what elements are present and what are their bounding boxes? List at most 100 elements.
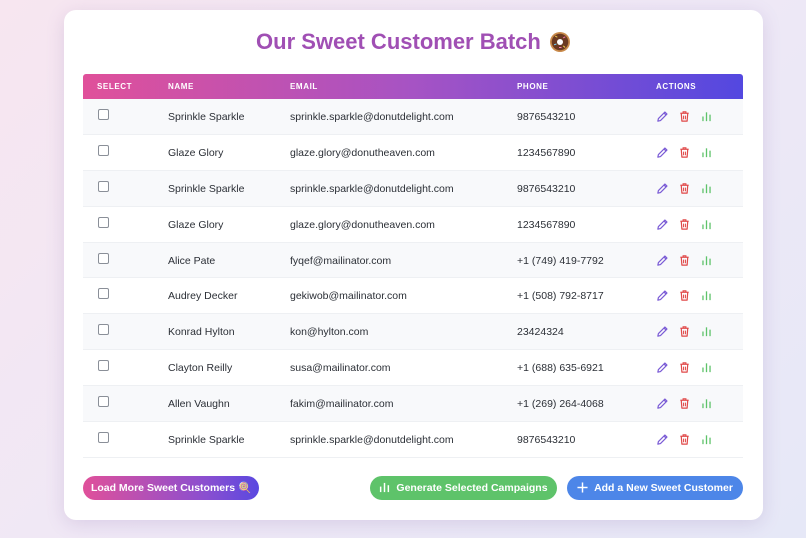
customer-email: susa@mailinator.com [290,362,391,375]
trash-icon[interactable] [678,289,691,302]
customer-card: Our Sweet Customer Batch SELECT NAME EMA… [64,10,763,520]
edit-icon[interactable] [656,397,669,410]
header-phone: PHONE [517,82,549,91]
table-header: SELECT NAME EMAIL PHONE ACTIONS [83,74,743,99]
customer-phone: +1 (269) 264-4068 [517,398,604,411]
header-actions: ACTIONS [656,82,697,91]
trash-icon[interactable] [678,146,691,159]
customer-name: Sprinkle Sparkle [168,182,245,195]
chart-icon [380,482,390,493]
customer-phone: +1 (688) 635-6921 [517,362,604,375]
row-select-checkbox[interactable] [98,180,109,192]
edit-icon[interactable] [656,218,669,231]
table-row: Clayton Reilly susa@mailinator.com +1 (688… [83,350,743,387]
customer-name: Konrad Hylton [168,326,235,339]
table-row: Sprinkle Sparkle sprinkle.sparkle@donutde… [83,170,743,207]
page-title-text: Our Sweet Customer Batch [256,29,541,54]
trash-icon[interactable] [678,218,691,231]
row-select-checkbox[interactable] [98,216,109,228]
chart-icon[interactable] [700,361,713,374]
load-more-button[interactable]: Load More Sweet Customers 🍭 [83,476,259,500]
customer-name: Sprinkle Sparkle [168,111,245,123]
row-select-checkbox[interactable] [98,144,109,156]
row-actions [656,361,713,374]
row-actions [656,110,713,123]
table-row: Audrey Decker gekiwob@mailinator.com +1 (5… [83,278,743,315]
edit-icon[interactable] [656,289,669,302]
chart-icon[interactable] [700,182,713,195]
generate-campaigns-button[interactable]: Generate Selected Campaigns [370,476,557,500]
row-select-checkbox[interactable] [98,396,109,408]
row-select-checkbox[interactable] [98,109,109,120]
row-actions [656,254,713,267]
page-title: Our Sweet Customer Batch [64,27,763,61]
customer-phone: 9876543210 [517,182,576,195]
edit-icon[interactable] [656,433,669,446]
add-customer-button[interactable]: Add a New Sweet Customer [567,476,743,500]
trash-icon[interactable] [678,110,691,123]
header-name: NAME [168,82,194,91]
table-row: Sprinkle Sparkle sprinkle.sparkle@donutde… [83,99,743,135]
customer-phone: 23424324 [517,326,564,339]
customer-phone: 1234567890 [517,146,576,159]
chart-icon[interactable] [700,325,713,338]
trash-icon[interactable] [678,182,691,195]
row-actions [656,182,713,195]
table-row: Alice Pate fyqef@mailinator.com +1 (749) 4… [83,242,743,279]
customer-name: Allen Vaughn [168,398,230,411]
customer-table: SELECT NAME EMAIL PHONE ACTIONS Sprinkle… [83,74,743,458]
customer-name: Sprinkle Sparkle [168,434,245,447]
generate-campaigns-label: Generate Selected Campaigns [396,482,548,494]
edit-icon[interactable] [656,110,669,123]
header-select: SELECT [97,82,133,91]
row-actions [656,433,713,446]
edit-icon[interactable] [656,146,669,159]
row-select-checkbox[interactable] [98,432,109,444]
customer-email: fyqef@mailinator.com [290,254,392,267]
customer-email: fakim@mailinator.com [290,398,394,411]
customer-phone: 9876543210 [517,111,576,123]
row-select-checkbox[interactable] [98,252,109,264]
table-row: Glaze Glory glaze.glory@donutheaven.com 12… [83,207,743,243]
customer-email: sprinkle.sparkle@donutdelight.com [290,182,454,195]
add-customer-label: Add a New Sweet Customer [594,482,733,494]
trash-icon[interactable] [678,325,691,338]
trash-icon[interactable] [678,433,691,446]
chart-icon[interactable] [700,433,713,446]
customer-name: Glaze Glory [168,146,224,159]
table-body: Sprinkle Sparkle sprinkle.sparkle@donutde… [83,99,743,458]
row-actions [656,146,713,159]
table-row: Glaze Glory glaze.glory@donutheaven.com 12… [83,135,743,171]
edit-icon[interactable] [656,325,669,338]
chart-icon[interactable] [700,146,713,159]
chart-icon[interactable] [700,397,713,410]
trash-icon[interactable] [678,397,691,410]
chart-icon[interactable] [700,254,713,267]
customer-phone: +1 (749) 419-7792 [517,254,604,267]
customer-phone: 9876543210 [517,434,576,447]
edit-icon[interactable] [656,182,669,195]
trash-icon[interactable] [678,361,691,374]
plus-icon [577,482,588,493]
edit-icon[interactable] [656,361,669,374]
customer-email: glaze.glory@donutheaven.com [290,146,435,159]
row-select-checkbox[interactable] [98,288,109,300]
table-row: Sprinkle Sparkle sprinkle.sparkle@donutde… [83,422,743,458]
row-actions [656,218,713,231]
customer-phone: 1234567890 [517,218,576,231]
table-row: Konrad Hylton kon@hylton.com 23424324 [83,314,743,351]
table-row: Allen Vaughn fakim@mailinator.com +1 (269)… [83,386,743,423]
chart-icon[interactable] [700,218,713,231]
donut-icon [549,31,571,61]
customer-email: sprinkle.sparkle@donutdelight.com [290,111,454,123]
customer-email: sprinkle.sparkle@donutdelight.com [290,434,454,447]
row-select-checkbox[interactable] [98,324,109,336]
row-actions [656,289,713,302]
chart-icon[interactable] [700,289,713,302]
trash-icon[interactable] [678,254,691,267]
customer-email: gekiwob@mailinator.com [290,290,407,303]
customer-name: Glaze Glory [168,218,224,231]
row-select-checkbox[interactable] [98,360,109,372]
edit-icon[interactable] [656,254,669,267]
chart-icon[interactable] [700,110,713,123]
